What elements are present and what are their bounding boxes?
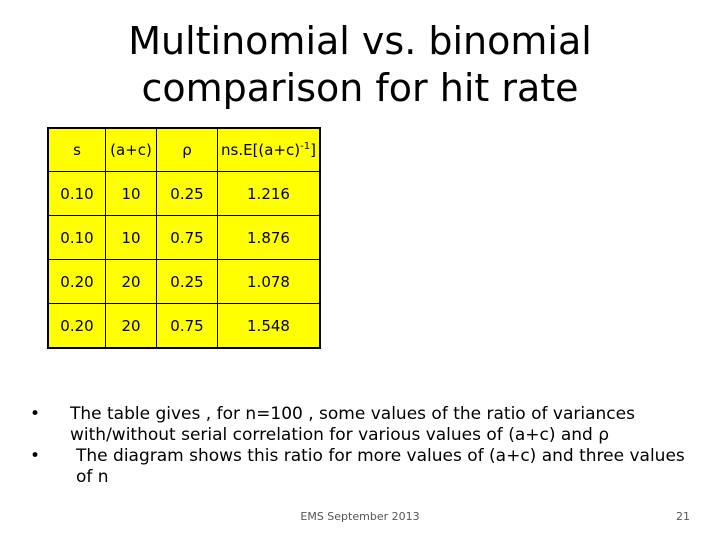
bullet-item: • The diagram shows this ratio for more … (30, 446, 700, 488)
cell-rho: 0.25 (156, 171, 218, 216)
header-ratio: ns.E[(a+c)-1] (217, 127, 321, 172)
table-row: 0.20 20 0.75 1.548 (47, 303, 321, 349)
table-header-row: s (a+c) ρ ns.E[(a+c)-1] (47, 127, 321, 172)
bullet-dot-icon: • (30, 404, 41, 424)
table-row: 0.10 10 0.75 1.876 (47, 215, 321, 260)
header-ratio-main: ns.E[(a+c) (221, 141, 301, 159)
cell-rho: 0.75 (156, 215, 218, 260)
bullet-text: The table gives , for n=100 , some value… (70, 404, 635, 445)
bullet-text: The diagram shows this ratio for more va… (76, 446, 685, 487)
cell-s: 0.20 (47, 259, 106, 304)
header-s: s (47, 127, 106, 172)
header-ratio-end: ] (310, 141, 316, 159)
table-row: 0.20 20 0.25 1.078 (47, 259, 321, 304)
bullet-item: • The table gives , for n=100 , some val… (30, 404, 700, 446)
cell-ratio: 1.548 (217, 303, 321, 349)
cell-s: 0.20 (47, 303, 106, 349)
bullet-dot-icon: • (30, 446, 41, 466)
cell-ratio: 1.876 (217, 215, 321, 260)
cell-ratio: 1.078 (217, 259, 321, 304)
cell-rho: 0.75 (156, 303, 218, 349)
cell-a-plus-c: 20 (105, 303, 157, 349)
footer-event: EMS September 2013 (300, 510, 420, 523)
header-rho: ρ (156, 127, 218, 172)
title-line-2: comparison for hit rate (141, 66, 579, 110)
cell-s: 0.10 (47, 171, 106, 216)
table-row: 0.10 10 0.25 1.216 (47, 171, 321, 216)
cell-ratio: 1.216 (217, 171, 321, 216)
cell-s: 0.10 (47, 215, 106, 260)
cell-a-plus-c: 10 (105, 171, 157, 216)
results-table: s (a+c) ρ ns.E[(a+c)-1] 0.10 10 0.25 1.2… (47, 127, 321, 349)
cell-a-plus-c: 10 (105, 215, 157, 260)
cell-rho: 0.25 (156, 259, 218, 304)
header-ratio-sup: -1 (300, 141, 311, 152)
slide-number: 21 (676, 510, 690, 523)
slide-title: Multinomial vs. binomial comparison for … (60, 18, 660, 112)
bullet-list: • The table gives , for n=100 , some val… (30, 404, 700, 488)
header-a-plus-c: (a+c) (105, 127, 157, 172)
cell-a-plus-c: 20 (105, 259, 157, 304)
title-line-1: Multinomial vs. binomial (128, 19, 592, 63)
